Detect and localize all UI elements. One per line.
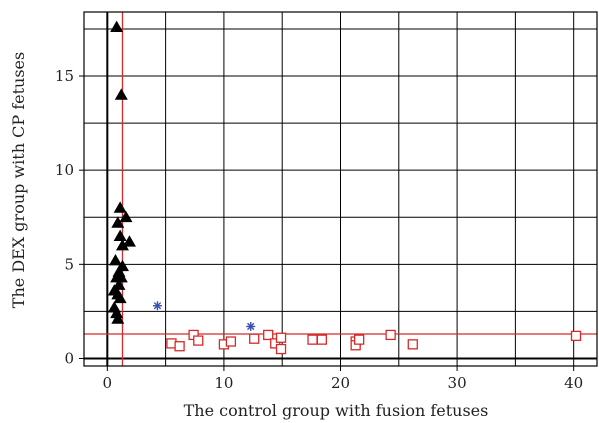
x-tick-label: 30 bbox=[448, 374, 467, 392]
square-point bbox=[407, 339, 418, 350]
x-tick-label: 40 bbox=[564, 374, 583, 392]
y-tick-label: 0 bbox=[64, 349, 74, 367]
square-point bbox=[307, 334, 318, 345]
axis-ticks: 0 10 20 30 40 0 5 10 15 bbox=[55, 67, 583, 392]
square-point bbox=[263, 329, 274, 341]
square-point bbox=[354, 334, 365, 345]
triangle-point bbox=[110, 306, 124, 319]
reference-lines bbox=[84, 12, 597, 366]
square-point bbox=[249, 333, 260, 344]
triangle-point bbox=[110, 20, 124, 32]
x-tick-label: 10 bbox=[214, 374, 233, 392]
square-point bbox=[193, 335, 204, 346]
square-point bbox=[275, 343, 287, 355]
triangle-point bbox=[119, 210, 133, 223]
square-point bbox=[385, 329, 396, 341]
data-markers bbox=[107, 20, 582, 355]
square-point bbox=[570, 330, 582, 342]
x-tick-label: 20 bbox=[331, 374, 350, 392]
y-tick-label: 5 bbox=[64, 255, 74, 273]
y-tick-label: 15 bbox=[55, 67, 74, 85]
triangle-point bbox=[113, 229, 127, 241]
square-point bbox=[270, 338, 281, 349]
x-axis-label: The control group with fusion fetuses bbox=[184, 401, 489, 420]
triangle-point bbox=[113, 291, 127, 304]
triangle-point bbox=[113, 201, 127, 213]
square-point bbox=[225, 336, 237, 347]
triangle-point bbox=[114, 88, 128, 100]
triangle-point bbox=[108, 254, 122, 266]
triangle-point bbox=[114, 271, 128, 283]
grid bbox=[84, 12, 597, 366]
triangle-point bbox=[122, 235, 136, 247]
triangle-point bbox=[111, 312, 125, 324]
star-point bbox=[246, 321, 256, 331]
triangle-point bbox=[111, 216, 125, 228]
square-point bbox=[316, 334, 327, 345]
y-axis-label: The DEX group with CP fetuses bbox=[9, 52, 28, 308]
square-point bbox=[174, 341, 185, 352]
star-point bbox=[152, 301, 162, 311]
x-tick-label: 0 bbox=[103, 374, 113, 392]
square-point bbox=[275, 332, 287, 343]
y-tick-label: 10 bbox=[55, 161, 74, 179]
triangle-point bbox=[115, 238, 129, 251]
